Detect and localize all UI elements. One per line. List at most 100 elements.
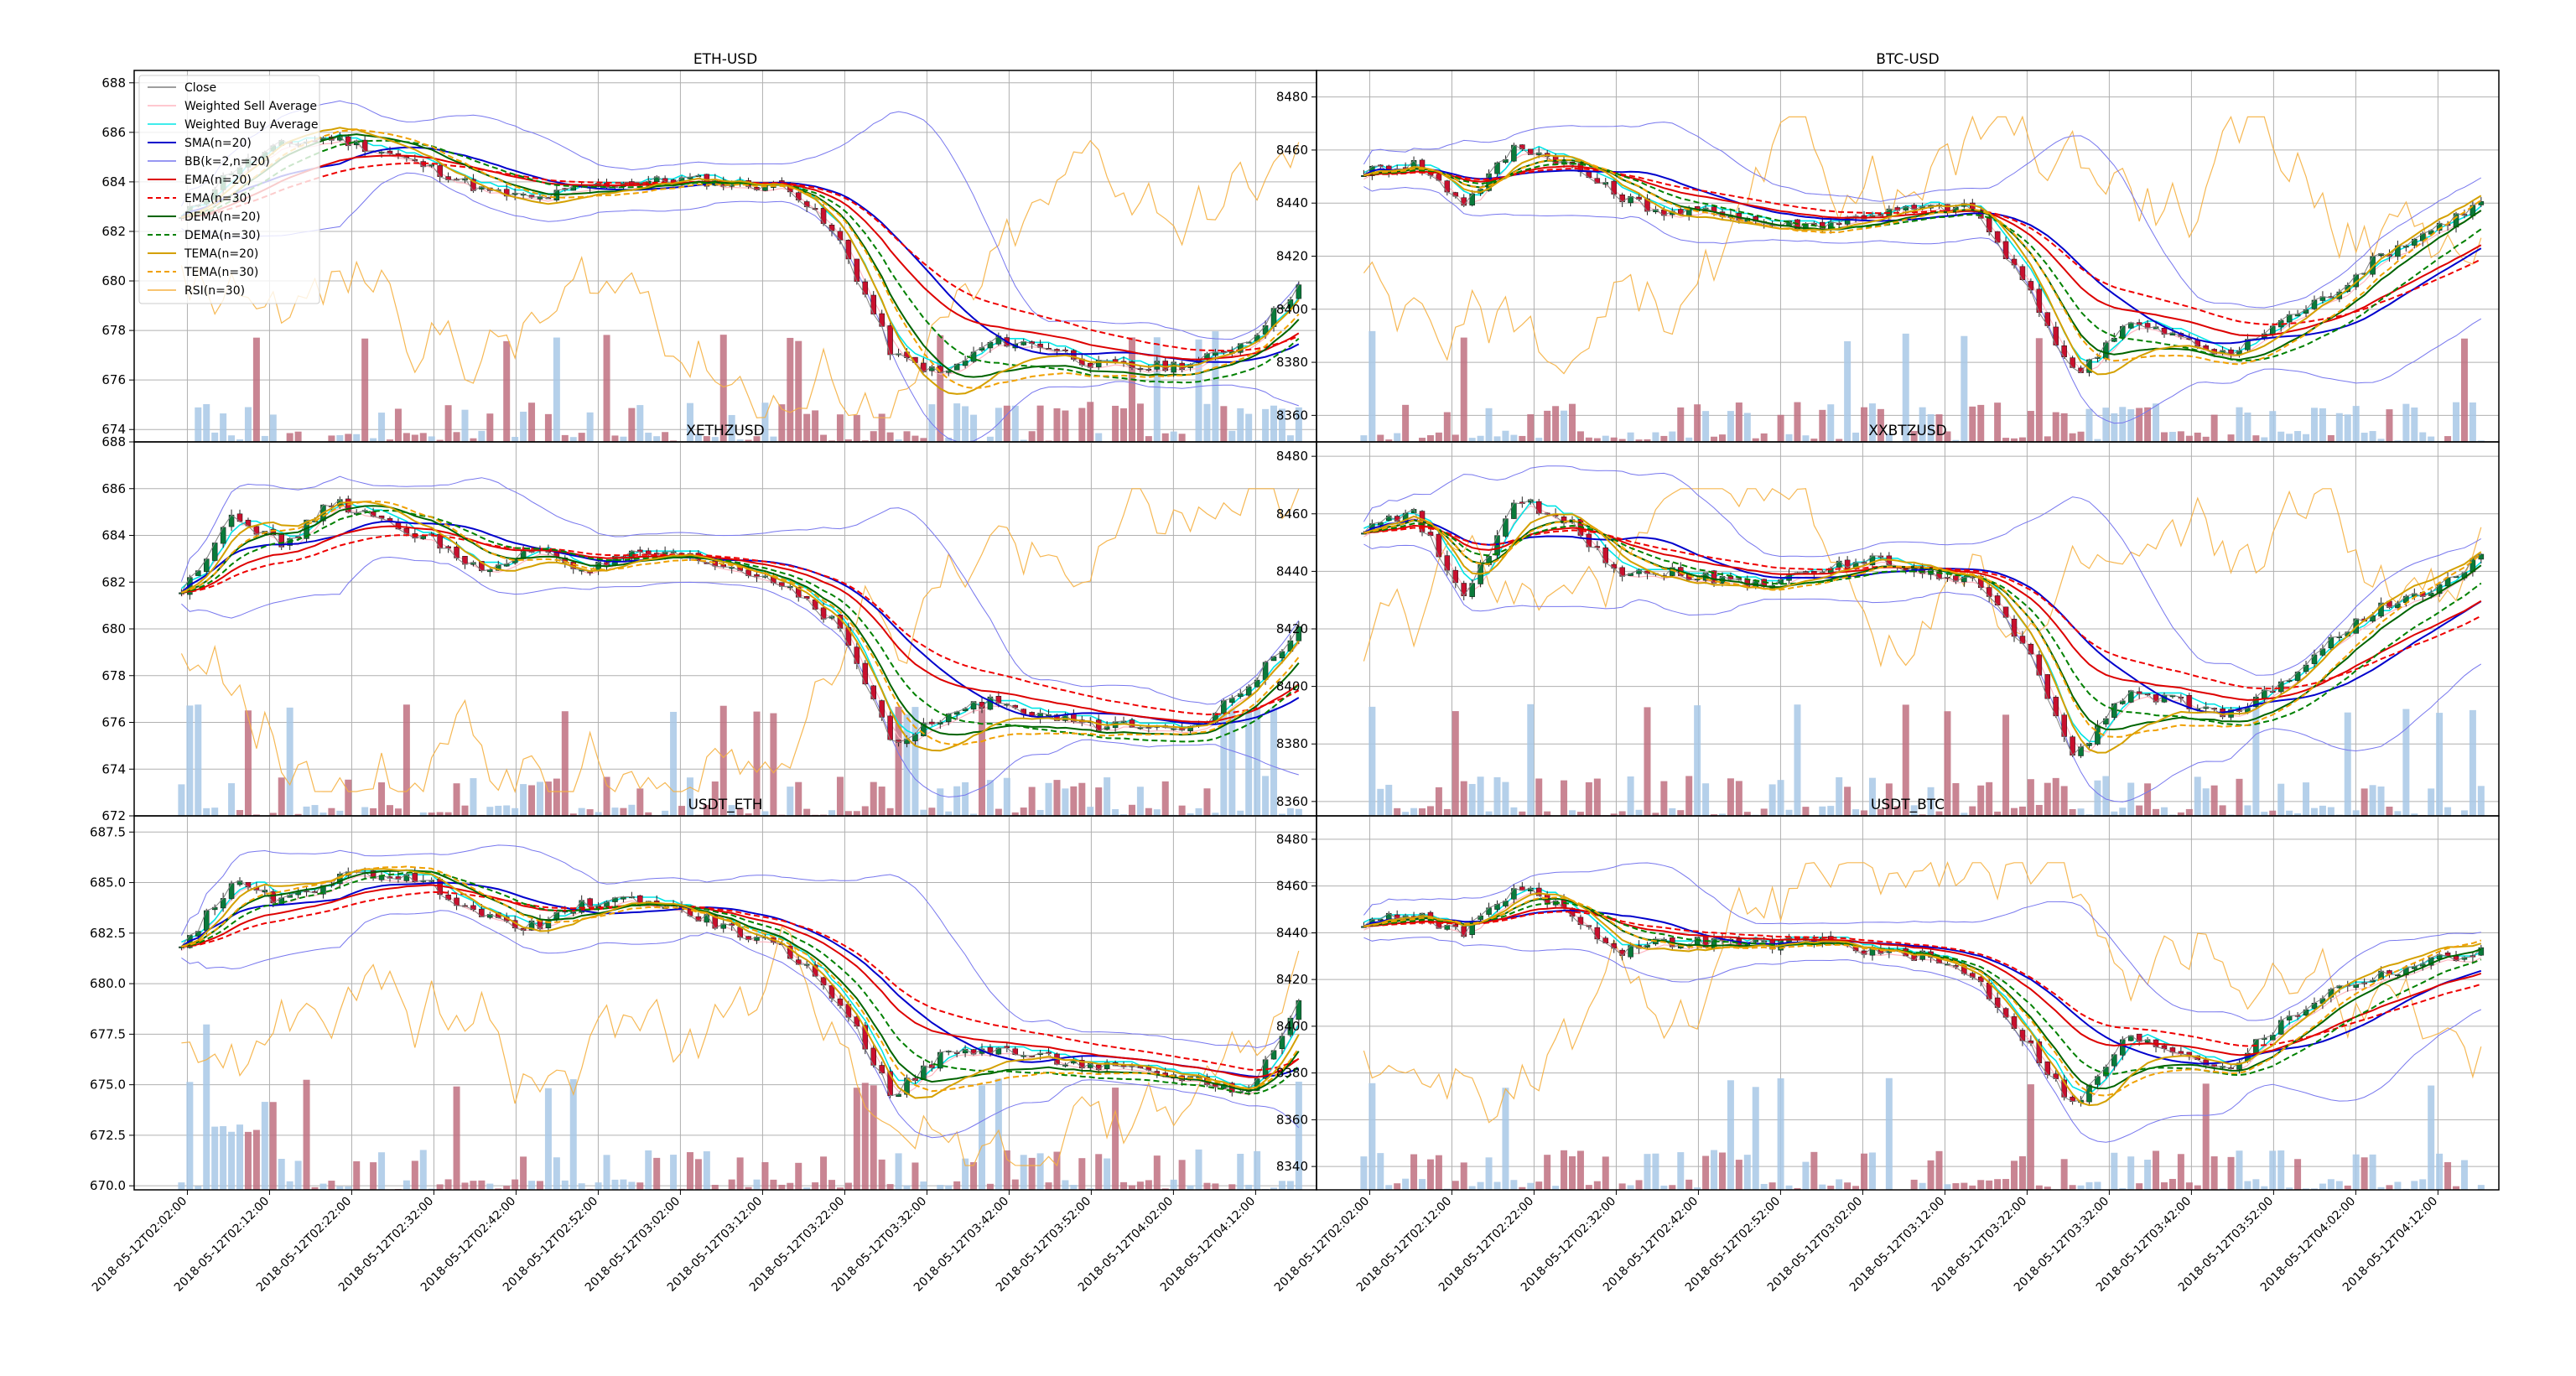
- volume-bar: [986, 780, 994, 816]
- dema20-line: [1363, 519, 2482, 730]
- volume-bar: [970, 813, 978, 816]
- volume-bar: [1435, 787, 1442, 816]
- volume-bar: [2360, 788, 2368, 816]
- dema20-line: [181, 869, 1300, 1092]
- volume-bar: [812, 1182, 819, 1190]
- volume-bar: [2060, 1159, 2068, 1190]
- volume-bar: [512, 807, 519, 816]
- volume-bar: [1368, 330, 1376, 442]
- x-tick-label: 2018-05-12T02:12:00: [1354, 1195, 1454, 1295]
- volume-bar: [453, 1086, 460, 1190]
- volume-bar: [1286, 807, 1294, 816]
- volume-bar: [1510, 434, 1518, 442]
- volume-bar: [2127, 409, 2135, 442]
- candle-body: [862, 662, 869, 685]
- volume-bar: [586, 809, 594, 816]
- volume-bar: [503, 340, 511, 442]
- volume-bar: [812, 410, 819, 442]
- candle-body: [862, 281, 869, 295]
- volume-bar: [528, 785, 536, 816]
- volume-bar: [2310, 1188, 2318, 1190]
- volume-bar: [411, 1161, 418, 1190]
- volume-bar: [1827, 1186, 1835, 1190]
- candle-body: [370, 511, 377, 517]
- y-tick-label: 688: [101, 434, 126, 449]
- volume-bar: [220, 1126, 227, 1190]
- volume-bar: [2319, 805, 2326, 816]
- volume-bar: [1078, 408, 1086, 442]
- volume-bar: [444, 1179, 452, 1190]
- candle-body: [870, 685, 876, 699]
- volume-bar: [2236, 1150, 2243, 1190]
- volume-bar: [920, 809, 927, 816]
- volume-bar: [1877, 808, 1884, 816]
- candle-body: [203, 910, 210, 931]
- volume-bar: [1669, 1185, 1676, 1190]
- y-tick-label: 685.0: [90, 875, 126, 891]
- candle-body: [854, 646, 860, 664]
- volume-bar: [1627, 776, 1634, 816]
- volume-bar: [803, 413, 811, 442]
- bb-upper-line: [1363, 465, 2482, 676]
- volume-bar: [1212, 813, 1219, 816]
- volume-bar: [1510, 807, 1518, 816]
- volume-bar: [578, 1183, 585, 1190]
- volume-bar: [1212, 1183, 1219, 1190]
- volume-bar: [1112, 405, 1119, 442]
- volume-bar: [903, 1185, 911, 1190]
- candle-body: [1778, 579, 1784, 584]
- volume-bar: [2194, 776, 2201, 816]
- candle-body: [2028, 281, 2034, 291]
- candle-body: [2011, 618, 2018, 637]
- volume-bar: [278, 1159, 285, 1190]
- volume-bar: [1270, 1187, 1278, 1190]
- volume-bar: [1794, 704, 1801, 816]
- volume-bar: [428, 436, 435, 442]
- volume-bar: [2052, 777, 2059, 816]
- volume-bar: [1527, 414, 1535, 442]
- candle-body: [828, 985, 835, 999]
- volume-bar: [2077, 1185, 2085, 1190]
- volume-bar: [745, 439, 752, 442]
- volume-bar: [686, 777, 693, 816]
- ema20-line: [181, 525, 1300, 724]
- volume-bar: [1910, 805, 1918, 816]
- volume-bar: [1136, 1181, 1144, 1190]
- volume-bar: [294, 431, 302, 442]
- volume-bar: [1443, 808, 1451, 816]
- volume-bar: [2277, 1150, 2285, 1190]
- volume-bar: [1237, 1154, 1244, 1190]
- volume-bar: [261, 435, 268, 442]
- tema20-line: [1363, 153, 2482, 376]
- volume-bar: [2060, 413, 2068, 442]
- volume-bar: [1711, 814, 1718, 816]
- candle-body: [2044, 312, 2051, 326]
- volume-bar: [1385, 439, 1393, 442]
- y-tick-label: 8480: [1276, 832, 1308, 847]
- x-tick-label: 2018-05-12T03:02:00: [583, 1195, 683, 1295]
- volume-bar: [2069, 808, 2076, 816]
- volume-bar: [1468, 1186, 1476, 1190]
- volume-bar: [1652, 813, 1659, 816]
- volume-bar: [1477, 776, 1484, 816]
- candle-body: [2103, 1067, 2109, 1077]
- volume-bar: [978, 704, 985, 816]
- volume-bar: [1385, 1185, 1393, 1190]
- volume-bar: [178, 1182, 185, 1190]
- volume-bar: [1694, 404, 1701, 442]
- volume-bar: [2111, 811, 2118, 816]
- volume-bar: [1195, 1149, 1202, 1190]
- volume-bar: [2360, 433, 2368, 442]
- volume-bar: [2453, 402, 2460, 442]
- volume-bar: [1128, 1185, 1135, 1190]
- volume-bar: [1402, 812, 1410, 816]
- volume-bar: [544, 413, 552, 442]
- volume-bar: [2102, 408, 2110, 442]
- volume-bar: [1861, 1153, 1868, 1190]
- volume-bar: [2460, 810, 2468, 816]
- volume-bar: [1702, 1155, 1710, 1190]
- volume-bar: [2153, 808, 2160, 816]
- volume-bar: [2094, 439, 2101, 442]
- volume-bar: [787, 337, 794, 442]
- y-tick-label: 678: [101, 668, 126, 683]
